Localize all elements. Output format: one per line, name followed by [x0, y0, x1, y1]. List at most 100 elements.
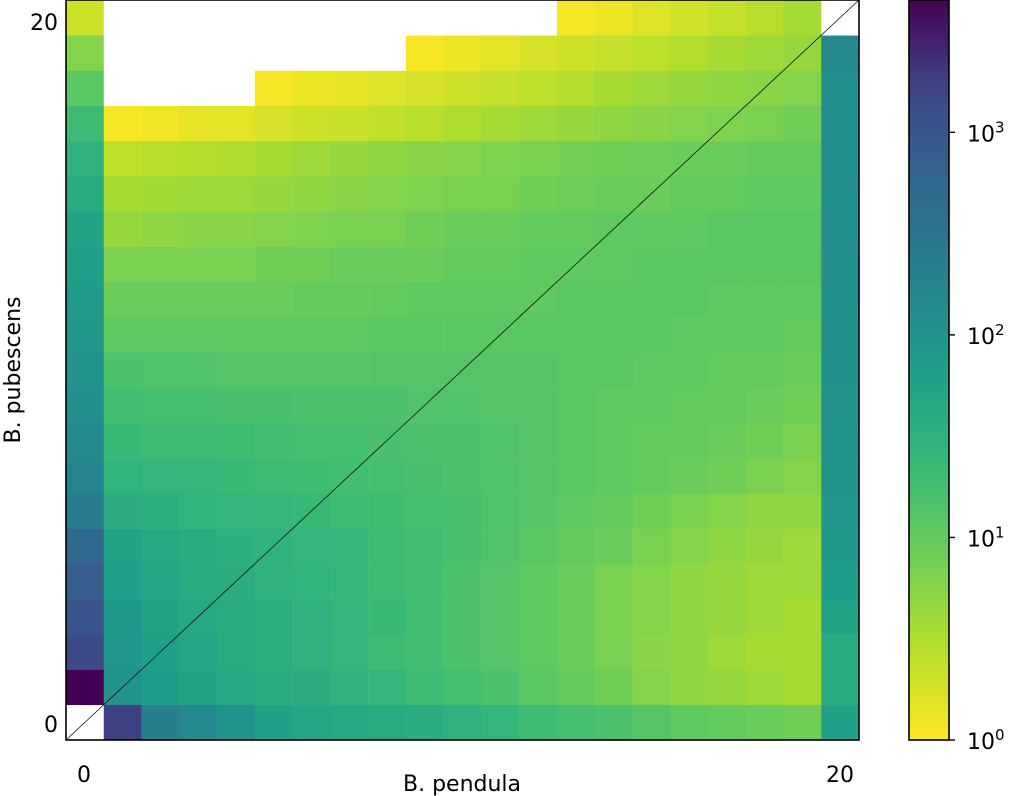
heatmap-cell: [632, 281, 671, 318]
heatmap-cell: [141, 211, 180, 247]
heatmap-cell: [292, 70, 331, 107]
heatmap-cell: [179, 563, 218, 600]
heatmap-cell: [481, 387, 520, 424]
heatmap-cell: [670, 634, 709, 670]
heatmap-cell: [670, 281, 709, 318]
heatmap-cell: [66, 599, 105, 635]
heatmap-cell: [670, 704, 709, 741]
heatmap-cell: [519, 669, 558, 706]
heatmap-cell: [66, 0, 105, 36]
heatmap-cell: [556, 458, 595, 494]
heatmap-cell: [443, 317, 482, 353]
heatmap-cell: [481, 352, 520, 388]
heatmap-cell: [594, 493, 633, 529]
heatmap-cell: [405, 70, 444, 107]
heatmap-cell: [292, 669, 331, 706]
heatmap-cell: [670, 669, 709, 706]
heatmap-cell: [141, 70, 180, 107]
diagonal-line: [65, 0, 860, 741]
heatmap-cell: [594, 70, 633, 107]
heatmap-cell: [179, 352, 218, 388]
heatmap-cell: [443, 35, 482, 71]
heatmap-cell: [556, 70, 595, 107]
heatmap-cell: [330, 387, 369, 424]
heatmap-cell: [368, 563, 407, 600]
heatmap-cell: [632, 352, 671, 388]
heatmap-cell: [405, 493, 444, 529]
heatmap-cell: [745, 422, 784, 459]
heatmap-cell: [141, 105, 180, 142]
heatmap-cell: [217, 140, 256, 177]
heatmap-cell: [519, 563, 558, 600]
heatmap-cell: [707, 669, 747, 706]
heatmap-cell: [443, 281, 482, 318]
heatmap-cell: [254, 176, 293, 212]
heatmap-cell: [292, 563, 331, 600]
heatmap-cell: [368, 704, 407, 741]
heatmap-cell: [254, 35, 293, 71]
heatmap-cell: [254, 704, 293, 741]
heatmap-cell: [594, 281, 633, 318]
heatmap-cell: [405, 35, 444, 71]
heatmap-cell: [179, 528, 218, 565]
heatmap-cell: [707, 458, 747, 494]
heatmap-cell: [405, 563, 444, 600]
heatmap-cell: [707, 140, 747, 177]
heatmap-cell: [217, 0, 256, 36]
heatmap-cell: [556, 35, 595, 71]
heatmap-cell: [670, 599, 709, 635]
heatmap-cell: [594, 387, 633, 424]
heatmap-cell: [519, 387, 558, 424]
heatmap-cell: [821, 176, 860, 212]
heatmap-cell: [670, 387, 709, 424]
heatmap-cell: [443, 70, 482, 107]
heatmap-cell: [103, 140, 142, 177]
heatmap-cell: [330, 246, 369, 283]
heatmap-cell: [254, 140, 293, 177]
heatmap-cell: [821, 493, 860, 529]
heatmap-cell: [594, 176, 633, 212]
heatmap-cell: [292, 176, 331, 212]
heatmap-cell: [632, 704, 671, 741]
heatmap-cell: [821, 211, 860, 247]
heatmap-cell: [556, 176, 595, 212]
heatmap-cell: [821, 281, 860, 318]
heatmap-cell: [141, 35, 180, 71]
heatmap-cell: [443, 493, 482, 529]
heatmap-cell: [556, 317, 595, 353]
heatmap-cell: [405, 704, 444, 741]
heatmap-cell: [179, 422, 218, 459]
heatmap-cell: [330, 599, 369, 635]
heatmap-cell: [556, 493, 595, 529]
heatmap-cell: [594, 352, 633, 388]
heatmap-cell: [481, 105, 520, 142]
heatmap-cell: [66, 563, 105, 600]
heatmap-cell: [481, 35, 520, 71]
heatmap-cell: [217, 493, 256, 529]
heatmap-cell: [66, 458, 105, 494]
heatmap-cell: [821, 599, 860, 635]
heatmap-cell: [707, 246, 747, 283]
heatmap-cell: [519, 634, 558, 670]
heatmap-cell: [179, 105, 218, 142]
heatmap-cell: [783, 599, 822, 635]
heatmap-cell: [66, 352, 105, 388]
heatmap-cell: [745, 246, 784, 283]
heatmap-cell: [330, 211, 369, 247]
heatmap-cell: [254, 317, 293, 353]
heatmap-cell: [707, 563, 747, 600]
heatmap-cell: [103, 352, 142, 388]
heatmap-cell: [632, 669, 671, 706]
heatmap-cell: [368, 669, 407, 706]
heatmap-cell: [179, 246, 218, 283]
heatmap-cell: [141, 669, 180, 706]
heatmap-cell: [519, 70, 558, 107]
heatmap-cell: [292, 211, 331, 247]
heatmap-cell: [141, 563, 180, 600]
heatmap-cell: [783, 211, 822, 247]
heatmap-cell: [66, 211, 105, 247]
heatmap-cell: [519, 704, 558, 741]
heatmap-cell: [632, 458, 671, 494]
heatmap-cell: [103, 563, 142, 600]
heatmap-cell: [594, 246, 633, 283]
